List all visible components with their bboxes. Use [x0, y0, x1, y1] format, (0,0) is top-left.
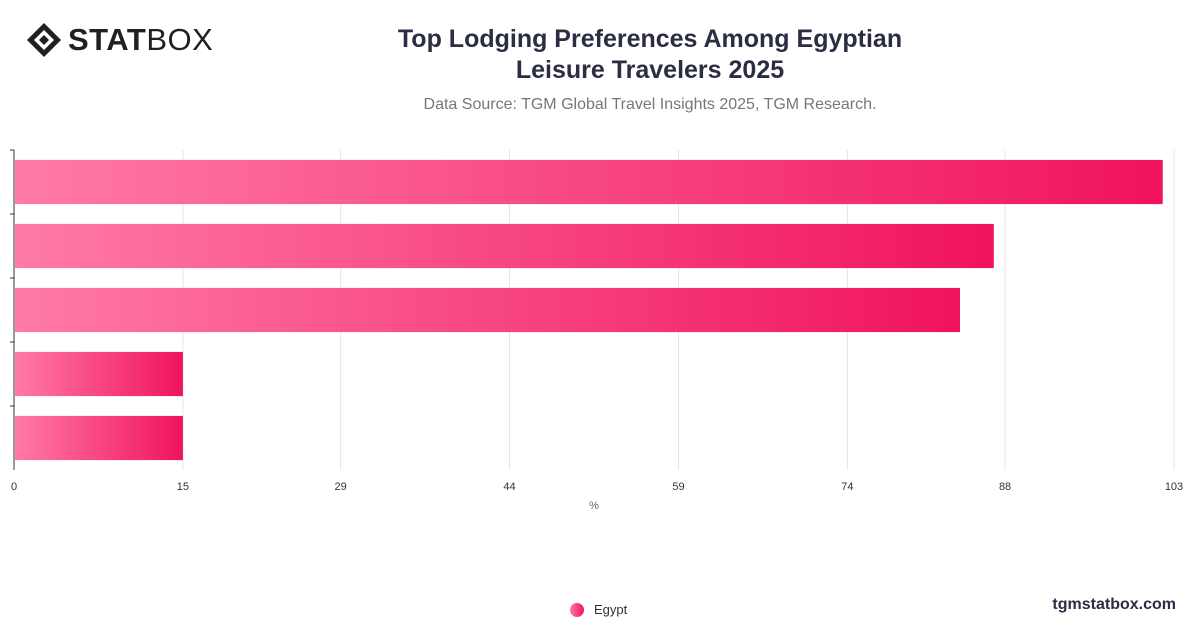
x-tick-label: 29: [334, 481, 346, 493]
x-tick-label: 59: [672, 481, 684, 493]
diamond-logo-icon: [27, 23, 61, 57]
chart-header: Top Lodging Preferences Among Egyptian L…: [250, 24, 1050, 114]
bar[interactable]: [15, 159, 1163, 205]
logo-wordmark-light: BOX: [146, 22, 214, 57]
chart-title: Top Lodging Preferences Among Egyptian L…: [397, 25, 903, 84]
x-tick-label: 88: [999, 481, 1011, 493]
logo-wordmark: STATBOX: [68, 22, 213, 58]
statbox-logo: STATBOX: [26, 22, 213, 58]
legend-label-egypt: Egypt: [594, 602, 628, 617]
legend-marker: [570, 602, 584, 617]
bar[interactable]: [15, 415, 183, 461]
x-tick-label: 103: [1165, 481, 1183, 493]
x-tick-label: 15: [177, 481, 189, 493]
logo-wordmark-bold: STAT: [68, 22, 147, 57]
bar[interactable]: [15, 223, 994, 269]
x-tick-label: 0: [11, 481, 17, 493]
x-tick-label: 44: [503, 481, 515, 493]
website-label: tgmstatbox.com: [1052, 596, 1176, 613]
legend[interactable]: Egypt: [570, 602, 627, 617]
chart-subtitle: Data Source: TGM Global Travel Insights …: [423, 96, 877, 113]
x-axis-title: %: [589, 500, 599, 512]
bar[interactable]: [15, 351, 183, 397]
bar[interactable]: [15, 287, 961, 333]
x-tick-label: 74: [841, 481, 853, 493]
